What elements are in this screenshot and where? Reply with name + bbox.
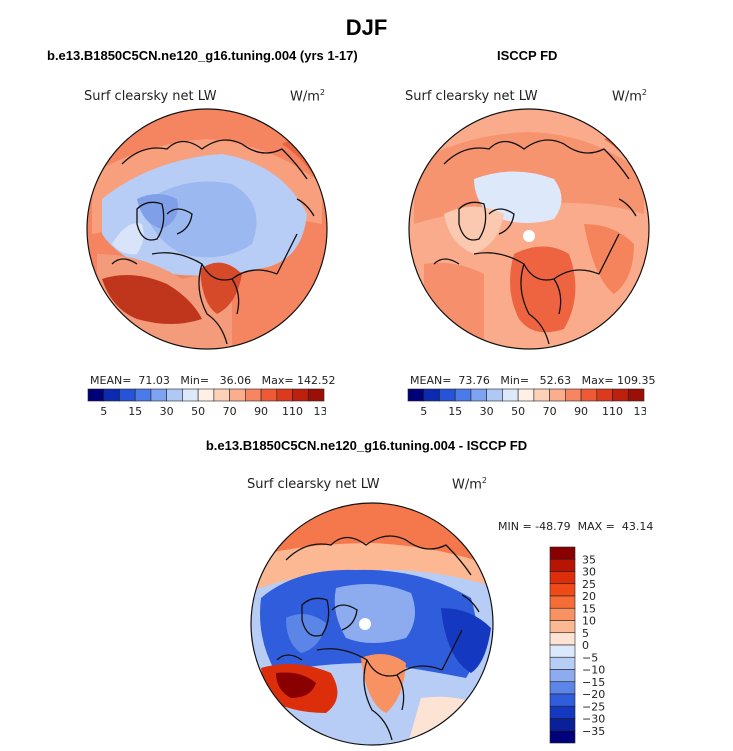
diff-colorbar-tick-label: 25 [582, 578, 596, 591]
diff-colorbar-swatch [549, 546, 576, 560]
model-colorbar-swatch [292, 388, 309, 402]
obs-colorbar-swatch [565, 388, 582, 402]
obs-colorbar-swatch [596, 388, 613, 402]
model-colorbar-tick-label: 30 [160, 405, 174, 418]
diff-colorbar-tick-label: −35 [582, 725, 605, 738]
diff-variable-label: Surf clearsky net LW [247, 477, 380, 492]
diff-colorbar-swatch [549, 620, 576, 634]
diff-colorbar-swatch [549, 558, 576, 572]
diff-colorbar-swatch [549, 595, 576, 609]
obs-run-title: ISCCP FD [497, 48, 558, 63]
diff-colorbar-swatch [549, 571, 576, 585]
model-colorbar-swatch [166, 388, 183, 402]
obs-colorbar: 5 15 30 50 70 90 110 130 [407, 388, 647, 418]
obs-colorbar-swatch [580, 388, 598, 402]
diff-colorbar-tick-label: 10 [582, 615, 596, 628]
obs-variable-label: Surf clearsky net LW [405, 89, 538, 104]
obs-colorbar-tick-label: 130 [634, 405, 647, 418]
obs-stats: MEAN= 73.76 Min= 52.63 Max= 109.35 [410, 374, 656, 387]
obs-colorbar-tick-label: 110 [602, 405, 623, 418]
diff-colorbar-tick-label: −10 [582, 664, 605, 677]
model-colorbar-swatch [197, 388, 215, 402]
diff-colorbar-tick-label: 20 [582, 590, 596, 603]
model-colorbar-swatch [103, 388, 120, 402]
diff-colorbar-swatch [549, 583, 576, 597]
model-colorbar-tick-label: 70 [223, 405, 237, 418]
diff-colorbar-swatch [549, 632, 576, 646]
model-colorbar-swatch [213, 388, 230, 402]
model-colorbar-swatch [276, 388, 293, 402]
diff-colorbar-swatch [549, 705, 576, 719]
obs-colorbar-swatch [502, 388, 519, 402]
model-stats: MEAN= 71.03 Min= 36.06 Max= 142.52 [90, 374, 336, 387]
diff-units-label: W/m2 [452, 476, 487, 493]
diff-stats: MIN = -48.79 MAX = 43.14 [498, 520, 654, 533]
model-colorbar-swatch [87, 388, 105, 402]
model-colorbar-swatch [229, 388, 246, 402]
diff-colorbar-tick-label: −20 [582, 688, 605, 701]
season-title: DJF [345, 15, 388, 40]
model-colorbar-tick-label: 110 [282, 405, 303, 418]
difference-polar-map [250, 502, 494, 746]
obs-colorbar-tick-label: 50 [511, 405, 525, 418]
model-units-label: W/m2 [290, 88, 325, 105]
model-polar-map [86, 108, 328, 350]
diff-colorbar-tick-label: 30 [582, 566, 596, 579]
model-colorbar-tick-label: 130 [314, 405, 327, 418]
obs-colorbar-swatch [486, 388, 503, 402]
model-colorbar-swatch [182, 388, 199, 402]
obs-colorbar-tick-label: 15 [448, 405, 462, 418]
model-variable-label: Surf clearsky net LW [84, 89, 217, 104]
model-colorbar-swatch [307, 388, 325, 402]
diff-colorbar-tick-label: 35 [582, 553, 596, 566]
diff-colorbar-swatch [549, 607, 576, 621]
model-colorbar-tick-label: 90 [254, 405, 268, 418]
obs-colorbar-swatch [407, 388, 425, 402]
model-colorbar-swatch [119, 388, 136, 402]
diff-colorbar-swatch [549, 656, 576, 670]
model-run-title: b.e13.B1850C5CN.ne120_g16.tuning.004 (yr… [47, 48, 358, 63]
model-colorbar-swatch [134, 388, 152, 402]
diff-colorbar-swatch [549, 693, 576, 707]
obs-units-label: W/m2 [612, 88, 647, 105]
diff-colorbar-tick-label: 15 [582, 602, 596, 615]
model-colorbar-tick-label: 15 [128, 405, 142, 418]
diff-colorbar-tick-label: −15 [582, 676, 605, 689]
diff-colorbar-swatch [549, 681, 576, 695]
obs-colorbar-swatch [612, 388, 629, 402]
obs-colorbar-swatch [454, 388, 472, 402]
obs-colorbar-tick-label: 90 [574, 405, 588, 418]
model-colorbar-swatch [260, 388, 278, 402]
diff-colorbar-tick-label: −30 [582, 713, 605, 726]
obs-colorbar-swatch [439, 388, 456, 402]
obs-colorbar-swatch [549, 388, 566, 402]
diff-colorbar-swatch [549, 718, 576, 732]
diff-run-title: b.e13.B1850C5CN.ne120_g16.tuning.004 - I… [205, 438, 528, 453]
obs-polar-map [408, 108, 650, 350]
diff-colorbar-swatch [549, 644, 576, 658]
model-colorbar-swatch [150, 388, 167, 402]
diff-colorbar-swatch [549, 669, 576, 683]
obs-colorbar-swatch [533, 388, 550, 402]
diff-colorbar-tick-label: 5 [582, 627, 589, 640]
model-colorbar-swatch [245, 388, 262, 402]
model-colorbar: 5 15 30 50 70 90 110 130 [87, 388, 327, 418]
diff-colorbar-tick-label: 0 [582, 639, 589, 652]
diff-colorbar-tick-label: −5 [582, 651, 598, 664]
obs-colorbar-tick-label: 5 [420, 405, 427, 418]
obs-colorbar-tick-label: 70 [543, 405, 557, 418]
diff-colorbar-tick-label: −25 [582, 700, 605, 713]
obs-colorbar-swatch [517, 388, 535, 402]
diff-colorbar-swatch [549, 730, 576, 744]
obs-colorbar-tick-label: 30 [480, 405, 494, 418]
obs-colorbar-swatch [423, 388, 440, 402]
model-colorbar-tick-label: 5 [100, 405, 107, 418]
obs-colorbar-swatch [627, 388, 645, 402]
obs-colorbar-swatch [470, 388, 487, 402]
model-colorbar-tick-label: 50 [191, 405, 205, 418]
